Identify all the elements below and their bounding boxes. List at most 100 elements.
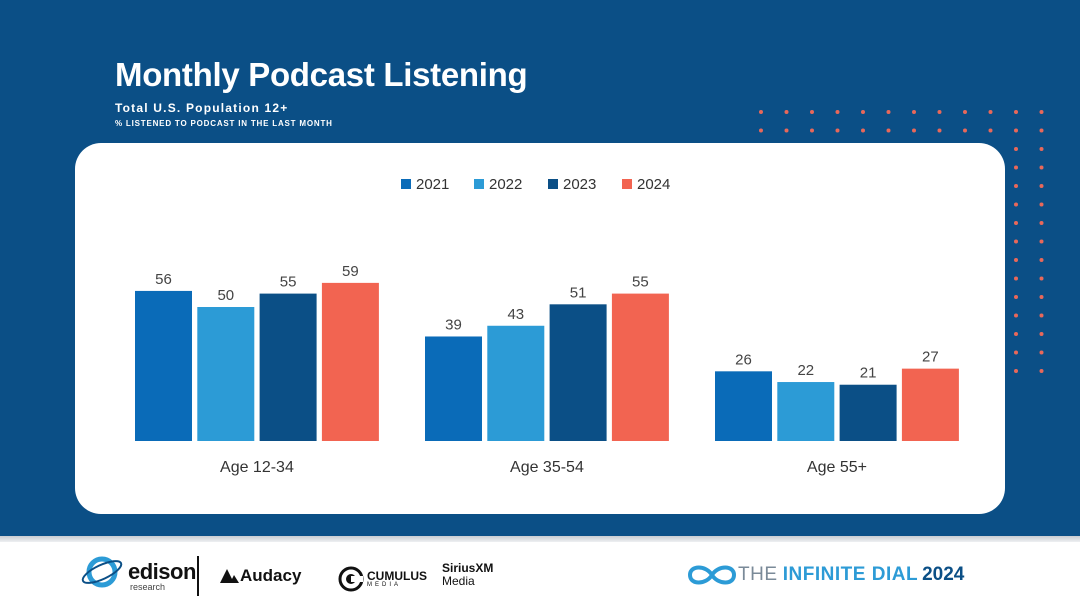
decor-dot: [963, 110, 967, 114]
bar-2021-1: [425, 336, 482, 441]
decor-dot: [1014, 184, 1018, 188]
siriusxm-subname: Media: [442, 574, 475, 588]
decor-dot: [1039, 110, 1044, 114]
decor-dot: [1039, 165, 1044, 170]
cumulus-name: CUMULUS: [367, 568, 427, 583]
decor-dot: [1014, 110, 1018, 114]
decor-dot: [1039, 128, 1044, 133]
decor-dot: [810, 110, 814, 114]
chart-data-labels: 56 50 55 59 39 43 51 55 26 22 21 27: [155, 263, 939, 382]
decor-dot: [1039, 147, 1044, 151]
decor-dot: [1014, 202, 1018, 207]
decor-dot: [1014, 258, 1018, 262]
decor-dot: [1014, 221, 1018, 225]
bar-2022-2: [777, 382, 835, 441]
bar-2021-2: [715, 371, 772, 441]
audacy-logo: Audacy: [218, 566, 301, 586]
cumulus-mark-icon: [338, 566, 364, 592]
bar-chart: 2021 2022 2023 2024 56 50 55 59 39 43 51 55 26 22 21 2…: [135, 176, 959, 476]
decorative-dot-grid: [759, 110, 1044, 373]
data-label-2024-2: 27: [922, 349, 939, 366]
bar-2024-2: [901, 368, 959, 441]
chart-card: 2021 2022 2023 2024 56 50 55 59 39 43 51 55 26 22 21 2…: [75, 143, 1005, 514]
page-subtitle: Total U.S. Population 12+: [115, 101, 289, 115]
legend-swatch-2022: [474, 179, 484, 189]
legend-label-2021: 2021: [416, 176, 449, 193]
bar-2023-0: [259, 293, 317, 441]
decor-dot: [1039, 369, 1044, 373]
data-label-2021-2: 26: [735, 351, 752, 368]
data-label-2022-2: 22: [797, 362, 814, 379]
decor-dot: [988, 128, 993, 133]
legend-label-2024: 2024: [637, 176, 670, 193]
decor-dot: [1014, 369, 1018, 373]
siriusxm-name: SiriusXM: [442, 561, 494, 575]
decor-dot: [1039, 184, 1044, 188]
chart-category-labels: Age 12-34 Age 35-54 Age 55+: [220, 459, 867, 476]
footer: [0, 542, 1080, 608]
legend-label-2022: 2022: [489, 176, 522, 193]
decor-dot: [886, 110, 891, 114]
decor-dot: [988, 110, 993, 114]
decor-dot: [912, 110, 916, 114]
decor-dot: [784, 110, 789, 114]
footer-logo-divider: [197, 556, 199, 596]
dial-prefix: THE: [738, 564, 778, 585]
bar-2024-0: [321, 282, 379, 441]
infinity-icon: [687, 565, 737, 585]
decor-dot: [1014, 165, 1018, 170]
infinite-dial-logo: THE INFINITE DIAL 2024: [686, 562, 964, 588]
page-title: Monthly Podcast Listening: [115, 56, 528, 93]
bar-2022-1: [487, 325, 545, 441]
decor-dot: [1039, 295, 1044, 299]
data-label-2022-0: 50: [217, 287, 234, 304]
siriusxm-media-logo: SiriusXM Media: [442, 562, 493, 588]
decor-dot: [810, 128, 814, 133]
category-label-1: Age 35-54: [510, 459, 584, 476]
dial-name: INFINITE DIAL: [782, 564, 919, 585]
bar-2024-1: [611, 293, 669, 441]
bar-2022-0: [197, 307, 255, 441]
category-label-0: Age 12-34: [220, 459, 294, 476]
decor-dot: [1014, 295, 1018, 299]
decor-dot: [759, 128, 763, 133]
edison-globe-icon: [81, 556, 123, 588]
decor-dot: [1014, 332, 1018, 336]
bar-2023-1: [549, 304, 607, 441]
chart-legend: 2021 2022 2023 2024: [401, 176, 670, 193]
decor-dot: [1014, 147, 1018, 151]
audacy-mark-icon: [220, 569, 239, 583]
data-label-2024-0: 59: [342, 263, 359, 280]
edison-research-logo: edison research: [80, 552, 196, 592]
chart-bars: [135, 282, 959, 441]
decor-dot: [1014, 350, 1018, 355]
page-subtitle-detail: % LISTENED TO PODCAST IN THE LAST MONTH: [115, 119, 333, 128]
decor-dot: [1039, 276, 1044, 281]
data-label-2023-1: 51: [570, 284, 587, 301]
decor-dot: [1014, 239, 1018, 244]
decor-dot: [759, 110, 763, 114]
dial-year: 2024: [922, 564, 965, 585]
legend-swatch-2021: [401, 179, 411, 189]
decor-dot: [1039, 350, 1044, 355]
data-label-2021-0: 56: [155, 271, 172, 288]
decor-dot: [1039, 258, 1044, 262]
decor-dot: [1014, 276, 1018, 281]
data-label-2023-0: 55: [280, 274, 297, 291]
bar-2023-2: [839, 384, 897, 441]
decor-dot: [835, 128, 840, 133]
decor-dot: [937, 128, 942, 133]
decor-dot: [784, 128, 789, 133]
decor-dot: [861, 110, 865, 114]
bar-2021-0: [135, 290, 192, 441]
audacy-name: Audacy: [240, 566, 302, 585]
category-label-2: Age 55+: [807, 459, 867, 476]
decor-dot: [1014, 128, 1018, 133]
decor-dot: [1039, 202, 1044, 207]
decor-dot: [861, 128, 865, 133]
decor-dot: [912, 128, 916, 133]
legend-swatch-2023: [548, 179, 558, 189]
footer-divider: [0, 536, 1080, 542]
decor-dot: [1039, 332, 1044, 336]
decor-dot: [1039, 221, 1044, 225]
